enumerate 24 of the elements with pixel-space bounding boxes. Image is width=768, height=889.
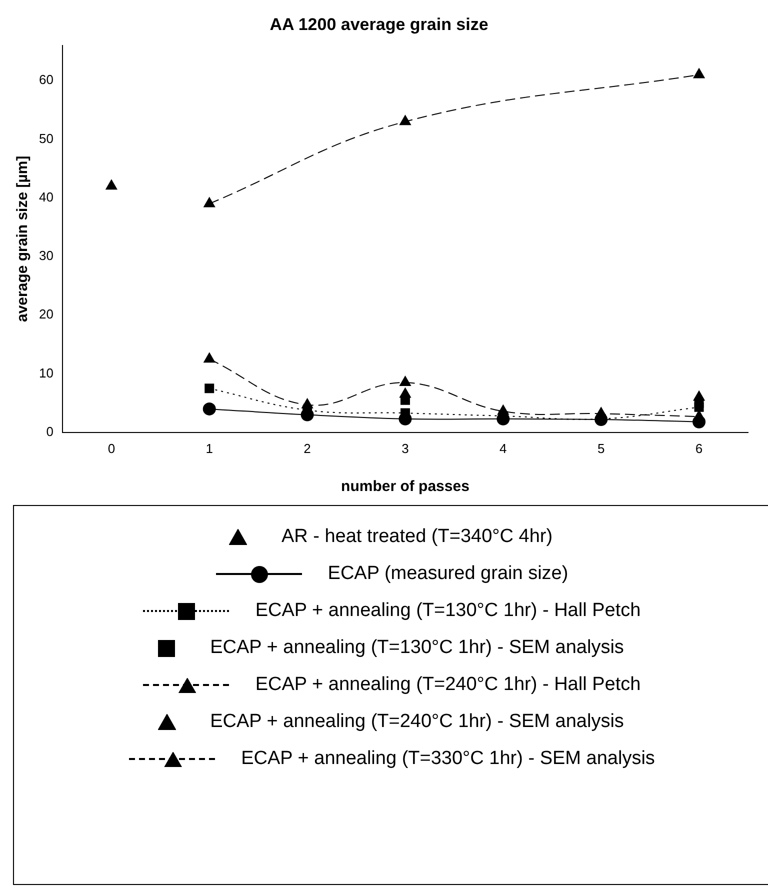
y-tick-label: 0 [46, 424, 54, 439]
x-tick-label: 1 [206, 440, 213, 456]
legend-label: ECAP + annealing (T=130°C 1hr) - SEM analysis [210, 636, 624, 658]
x-axis-title: number of passes [341, 478, 470, 496]
legend-label: ECAP + annealing (T=240°C 1hr) - SEM analysis [210, 710, 624, 732]
y-tick-label: 30 [38, 248, 54, 264]
x-tick-label: 2 [304, 440, 311, 456]
legend-label: ECAP + annealing (T=330°C 1hr) - SEM analysis [241, 748, 655, 770]
x-tick-label: 0 [108, 440, 116, 456]
y-axis-title: average grain size [µm] [14, 156, 32, 322]
x-tick-label: 5 [597, 440, 605, 456]
x-tick-label: 6 [695, 440, 703, 456]
legend-label: ECAP (measured grain size) [328, 562, 568, 584]
y-tick-label: 60 [38, 72, 54, 88]
x-tick-label: 4 [500, 440, 507, 456]
x-tick-label: 3 [402, 440, 409, 456]
y-tick-label: 50 [38, 130, 54, 146]
legend-label: ECAP + annealing (T=130°C 1hr) - Hall Petch [255, 600, 641, 622]
y-tick-label: 40 [38, 189, 54, 204]
y-tick-label: 10 [38, 365, 54, 380]
legend-label: AR - heat treated (T=340°C 4hr) [281, 526, 553, 548]
legend-label: ECAP + annealing (T=240°C 1hr) - Hall Petch [255, 674, 641, 696]
chart-title: AA 1200 average grain size [270, 14, 488, 34]
y-tick-label: 20 [38, 306, 54, 322]
